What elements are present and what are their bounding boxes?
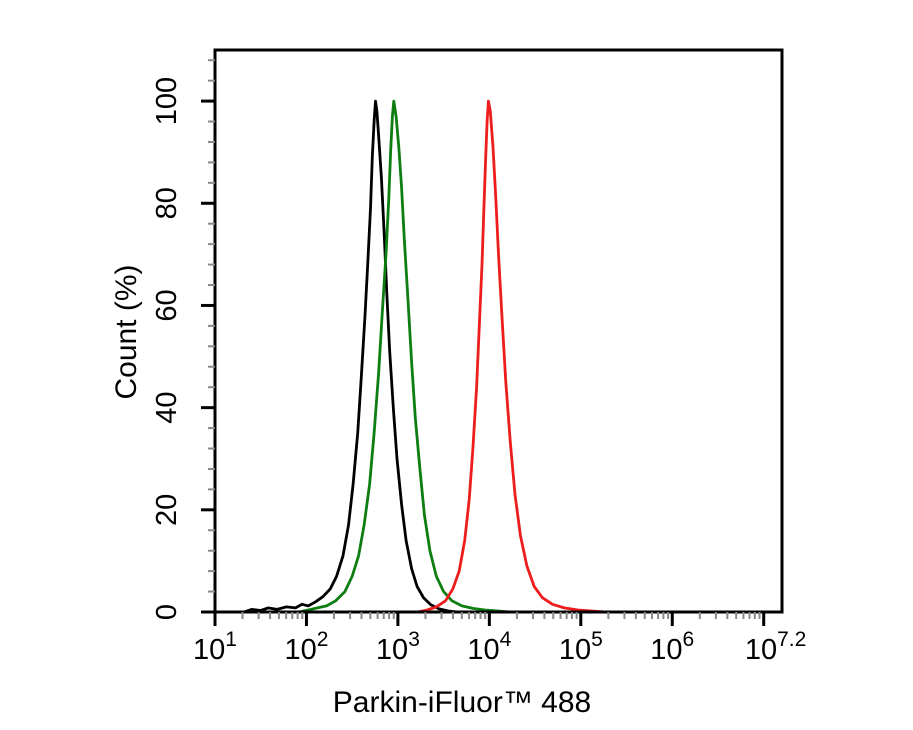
x-tick-label: 104: [467, 628, 511, 666]
y-tick-label: 100: [151, 77, 183, 125]
x-axis-ticks: [213, 612, 766, 626]
y-axis-title: Count (%): [110, 264, 143, 399]
series-black-curve: [242, 99, 459, 614]
series-green-curve: [297, 99, 511, 614]
plot-frame: [213, 48, 784, 614]
y-axis-tick-labels: 0 20 40 60 80 100: [151, 77, 183, 620]
x-axis-title: Parkin-iFluor™ 488: [333, 686, 591, 719]
x-tick-label: 105: [559, 628, 603, 666]
y-tick-label: 20: [151, 494, 183, 526]
x-tick-label: 101: [193, 628, 237, 666]
x-tick-label: 103: [376, 628, 420, 666]
y-tick-label: 60: [151, 289, 183, 321]
y-tick-label: 80: [151, 187, 183, 219]
x-tick-label: 106: [650, 628, 694, 666]
series-red-curve: [416, 99, 608, 614]
x-axis-tick-labels: 101 102 103 104 105 106 107.2: [193, 628, 806, 666]
x-tick-label: 102: [284, 628, 328, 666]
y-tick-label: 40: [151, 392, 183, 424]
y-tick-label: 0: [151, 604, 183, 620]
x-tick-label: 107.2: [745, 628, 806, 666]
curves-group: [242, 99, 608, 614]
y-axis-ticks: [201, 59, 215, 614]
